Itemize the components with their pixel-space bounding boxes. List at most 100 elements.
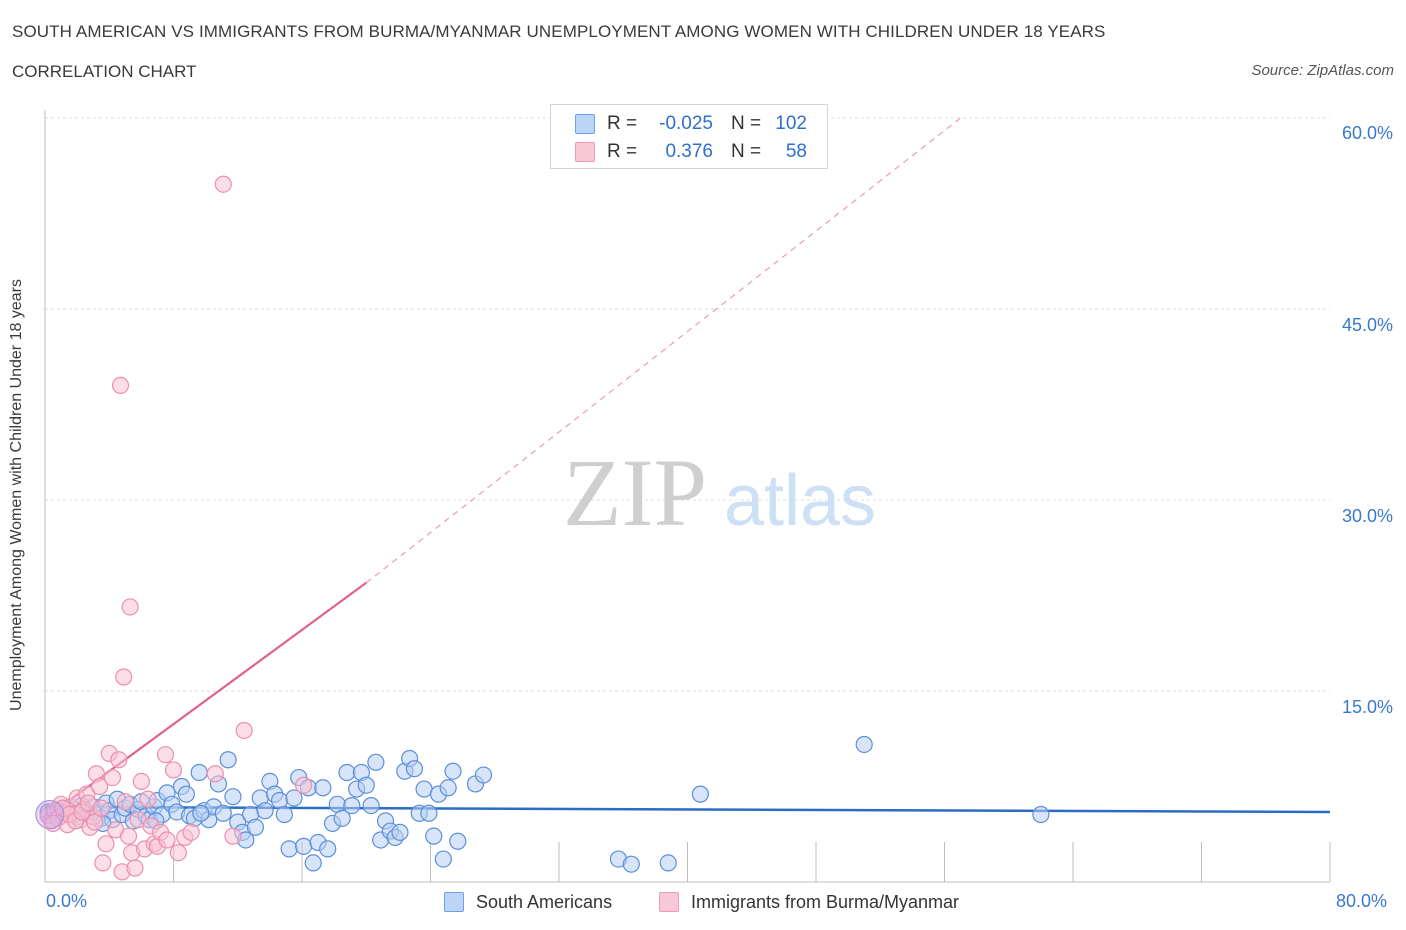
point-burma-myanmar — [116, 793, 134, 811]
point-south-american — [224, 788, 242, 806]
bottom-legend-south-americans: South Americans — [444, 890, 612, 914]
point-south-american — [190, 763, 208, 782]
point-south-american — [415, 780, 433, 798]
bottom-legend-burma: Immigrants from Burma/Myanmar — [659, 890, 959, 914]
point-south-american — [280, 840, 298, 858]
point-south-american — [659, 854, 677, 872]
point-burma-myanmar — [103, 768, 122, 787]
bottom-legend-swatch-pink — [659, 892, 679, 912]
point-south-american — [246, 818, 265, 836]
y-tick-label-30: 30.0% — [1341, 506, 1393, 526]
point-south-american — [449, 832, 467, 850]
legend-n-label: N = — [731, 141, 762, 162]
point-burma-myanmar — [92, 799, 110, 817]
point-south-american — [362, 796, 380, 815]
legend: R = -0.025 N = 102 R = 0.376 N = 58 — [550, 104, 828, 169]
x-tick-label-max: 80.0% — [1336, 891, 1388, 911]
point-burma-myanmar — [235, 721, 253, 740]
point-south-american — [444, 762, 462, 780]
point-south-american — [855, 735, 873, 754]
point-south-american — [434, 850, 452, 868]
point-south-american — [367, 753, 385, 771]
bottom-legend-label: Immigrants from Burma/Myanmar — [691, 891, 960, 912]
gridlines — [45, 117, 1330, 692]
point-burma-myanmar — [295, 776, 313, 794]
point-burma-myanmar — [94, 854, 112, 872]
point-burma-myanmar — [110, 751, 128, 769]
legend-swatch-blue — [575, 114, 595, 134]
legend-row-burma: R = 0.376 N = 58 — [575, 139, 807, 165]
legend-r-label: R = — [607, 141, 638, 162]
point-south-american — [420, 804, 438, 822]
point-burma-myanmar — [156, 746, 175, 764]
watermark: ZIP atlas — [563, 439, 876, 546]
axes — [44, 110, 1331, 883]
point-south-american — [319, 840, 337, 858]
point-south-american — [314, 779, 332, 797]
point-burma-myanmar — [158, 831, 176, 849]
legend-n-value: 58 — [785, 141, 807, 162]
legend-n-label: N = — [731, 113, 762, 134]
point-burma-myanmar — [121, 598, 139, 616]
point-south-american — [333, 809, 351, 827]
watermark-zip: ZIP — [563, 439, 707, 546]
point-burma-myanmar — [111, 376, 130, 394]
trend-line-burma-extension — [365, 117, 961, 584]
legend-r-label: R = — [607, 113, 638, 134]
watermark-atlas: atlas — [724, 461, 876, 541]
point-burma-myanmar — [206, 765, 224, 783]
point-south-american — [405, 760, 424, 778]
point-south-american — [425, 827, 443, 845]
chart-subtitle: CORRELATION CHART — [12, 62, 197, 81]
legend-r-value: -0.025 — [659, 113, 713, 134]
data-points — [35, 175, 1050, 881]
point-south-american — [285, 789, 303, 807]
point-burma-myanmar — [115, 668, 133, 686]
point-south-american — [439, 779, 457, 797]
x-tick-label-min: 0.0% — [46, 891, 88, 911]
point-burma-myanmar — [132, 772, 150, 791]
point-burma-myanmar — [86, 813, 104, 831]
point-south-american — [219, 751, 237, 769]
point-burma-myanmar — [139, 790, 157, 808]
point-burma-myanmar — [224, 827, 242, 845]
point-burma-myanmar — [169, 844, 187, 862]
point-south-american — [343, 796, 361, 815]
legend-r-value: 0.376 — [665, 141, 713, 162]
point-south-american — [214, 804, 232, 822]
point-south-american — [177, 785, 195, 803]
point-south-american — [275, 805, 293, 824]
legend-n-value: 102 — [775, 113, 807, 134]
point-burma-myanmar — [97, 835, 115, 853]
point-burma-myanmar — [164, 761, 183, 779]
y-tick-label-45: 45.0% — [1341, 315, 1393, 335]
point-burma-myanmar — [126, 859, 144, 877]
point-south-american — [1032, 805, 1050, 824]
point-cluster-overlap — [35, 800, 65, 830]
point-burma-myanmar — [214, 175, 232, 193]
source-credit: Source: ZipAtlas.com — [1251, 62, 1394, 79]
point-south-american — [474, 766, 493, 784]
point-south-american — [622, 855, 640, 873]
chart-title: SOUTH AMERICAN VS IMMIGRANTS FROM BURMA/… — [12, 22, 1106, 41]
point-south-american — [295, 837, 313, 855]
point-south-american — [192, 804, 210, 822]
point-south-american — [304, 854, 322, 872]
point-south-american — [256, 802, 274, 820]
point-burma-myanmar — [182, 823, 200, 841]
legend-row-south-americans: R = -0.025 N = 102 — [575, 111, 807, 137]
point-south-american — [391, 823, 409, 841]
point-south-american — [338, 763, 356, 782]
bottom-legend-swatch-blue — [444, 892, 464, 912]
point-south-american — [691, 785, 709, 803]
legend-swatch-pink — [575, 142, 595, 162]
y-tick-label-15: 15.0% — [1341, 697, 1393, 717]
trend-line-south-americans — [44, 805, 1331, 814]
bottom-legend-label: South Americans — [476, 891, 613, 912]
y-axis-label: Unemployment Among Women with Children U… — [8, 279, 25, 711]
point-burma-myanmar — [91, 777, 109, 796]
y-tick-label-60: 60.0% — [1341, 123, 1393, 143]
point-south-american — [357, 776, 375, 794]
point-burma-myanmar — [119, 827, 138, 845]
